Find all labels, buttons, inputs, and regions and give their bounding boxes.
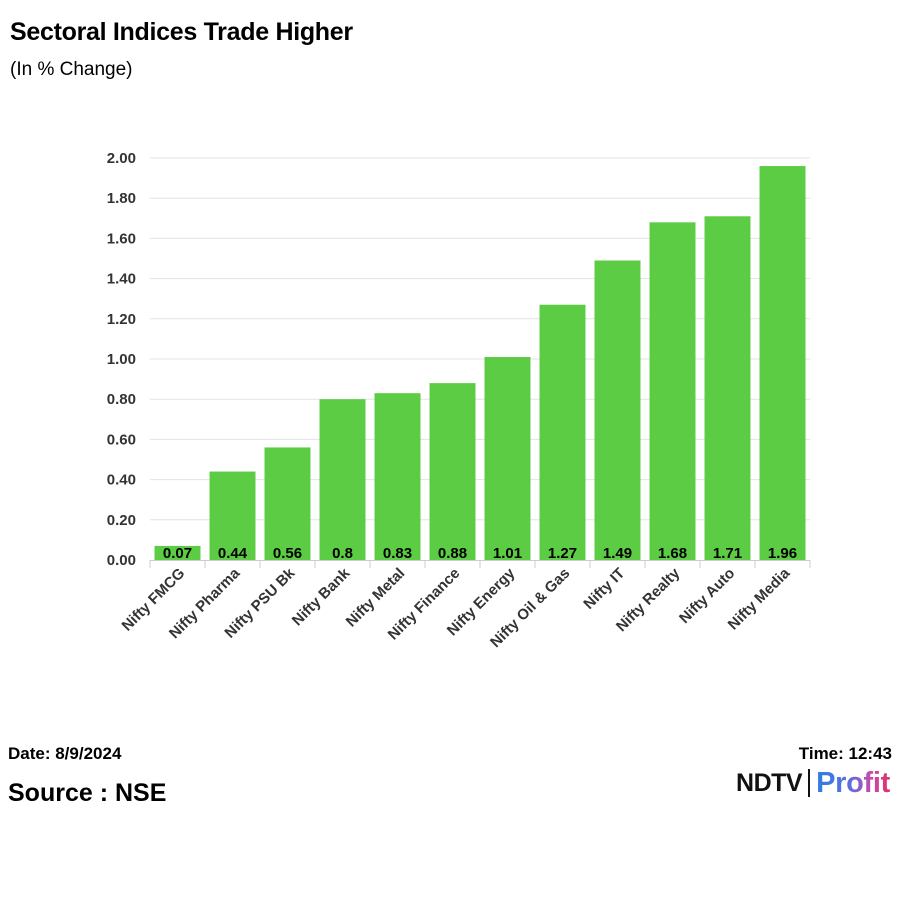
bar-value-label: 0.88 xyxy=(438,545,467,562)
time-label: Time: 12:43 xyxy=(798,744,892,763)
source-label: Source : NSE xyxy=(8,779,167,807)
bar-value-label: 1.71 xyxy=(713,545,742,562)
bar-value-label: 1.68 xyxy=(658,545,687,562)
bar xyxy=(319,399,366,560)
bar xyxy=(264,447,311,560)
y-tick-label: 1.60 xyxy=(107,230,136,247)
logo-brand: NDTV xyxy=(736,768,803,797)
bar-chart: 0.00 0.20 0.40 0.60 0.80 1.00 1.20 1.40 1.60 1.80… xyxy=(107,150,811,651)
gridlines xyxy=(150,157,810,521)
bar-value-label: 1.01 xyxy=(493,545,522,562)
y-tick-label: 2.00 xyxy=(107,150,136,167)
x-axis xyxy=(149,560,811,568)
y-tick-label: 0.60 xyxy=(107,431,136,448)
y-tick-label: 0.40 xyxy=(107,472,136,489)
ndtv-profit-logo: NDTV Profit xyxy=(736,766,890,800)
chart-title: Sectoral Indices Trade Higher xyxy=(10,18,353,46)
bar xyxy=(209,471,256,560)
bar-value-label: 0.07 xyxy=(163,545,192,562)
bar xyxy=(429,383,476,560)
bar-value-label: 0.83 xyxy=(383,545,412,562)
x-category-label: Nifty IT xyxy=(580,565,628,613)
logo-divider xyxy=(808,769,811,797)
bar xyxy=(154,545,201,560)
y-tick-label: 1.00 xyxy=(107,351,136,368)
y-tick-label: 0.80 xyxy=(107,391,136,408)
bar xyxy=(704,216,751,561)
y-tick-label: 0.20 xyxy=(107,512,136,529)
bar-value-label: 0.56 xyxy=(273,545,302,562)
bar xyxy=(649,222,696,560)
y-tick-label: 1.40 xyxy=(107,271,136,288)
bar-value-label: 0.8 xyxy=(332,545,353,562)
bar-value-label: 0.44 xyxy=(218,545,248,562)
bar xyxy=(594,260,641,560)
logo-product: Profit xyxy=(816,766,890,799)
bar xyxy=(374,393,421,560)
bar-value-label: 1.49 xyxy=(603,545,632,562)
bar xyxy=(484,356,531,560)
y-axis-ticks: 0.00 0.20 0.40 0.60 0.80 1.00 1.20 1.40 1.60 1.80… xyxy=(107,150,136,569)
bar xyxy=(539,304,586,560)
date-label: Date: 8/9/2024 xyxy=(8,744,122,763)
y-tick-label: 1.80 xyxy=(107,190,136,207)
y-tick-label: 0.00 xyxy=(107,552,136,569)
bar-value-label: 1.27 xyxy=(548,545,577,562)
bar xyxy=(759,166,806,561)
chart-subtitle: (In % Change) xyxy=(10,59,133,80)
bar-value-label: 1.96 xyxy=(768,545,797,562)
bars xyxy=(154,166,806,561)
y-tick-label: 1.20 xyxy=(107,311,136,328)
data-labels: 0.07 0.44 0.56 0.8 0.83 0.88 1.01 1.27 1.49 1.68 1… xyxy=(163,545,797,562)
